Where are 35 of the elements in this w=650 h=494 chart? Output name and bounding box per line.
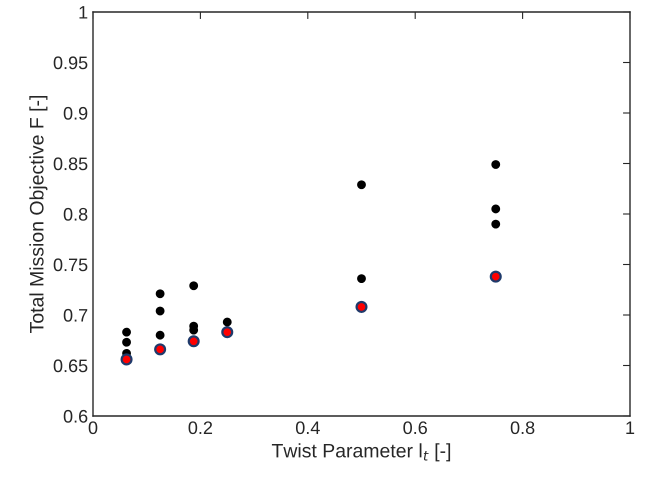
point [357, 274, 366, 284]
x-axis-title: Twist Parameter l$_{t}$ [-] [272, 443, 450, 462]
point [490, 270, 502, 283]
point [491, 204, 500, 214]
x-tick-label: 0 [88, 421, 98, 434]
point [122, 338, 131, 347]
point [154, 343, 166, 356]
y-tick-label: 0.95 [54, 56, 88, 70]
x-tick-label: 0.6 [403, 421, 427, 434]
y-tick-label: 0.85 [54, 157, 88, 170]
y-tick-label: 0.6 [64, 410, 88, 423]
y-tick-label: 0.9 [64, 106, 88, 120]
x-tick-label: 0.2 [188, 421, 212, 434]
point [156, 330, 165, 340]
point [120, 353, 133, 366]
y-tick-label: 0.65 [54, 359, 88, 372]
y-axis-title: Total Mission Objective F [-] [29, 96, 48, 333]
x-tick-label: 0.8 [510, 421, 534, 434]
y-tick-label: 0.7 [64, 308, 88, 322]
point [188, 335, 200, 348]
point [357, 180, 366, 190]
x-tick-label: 0.4 [296, 421, 320, 434]
point [156, 306, 165, 316]
point [122, 328, 131, 337]
point [222, 318, 232, 326]
point [491, 160, 500, 169]
point [491, 220, 500, 228]
y-tick-label: 0.8 [64, 208, 88, 221]
y-tick-label: 0.75 [54, 258, 88, 272]
point [156, 289, 165, 298]
point [355, 300, 368, 313]
point [221, 326, 234, 338]
y-tick-label: 1 [79, 6, 88, 19]
x-tick-label: 1 [626, 422, 634, 434]
point [189, 281, 198, 290]
